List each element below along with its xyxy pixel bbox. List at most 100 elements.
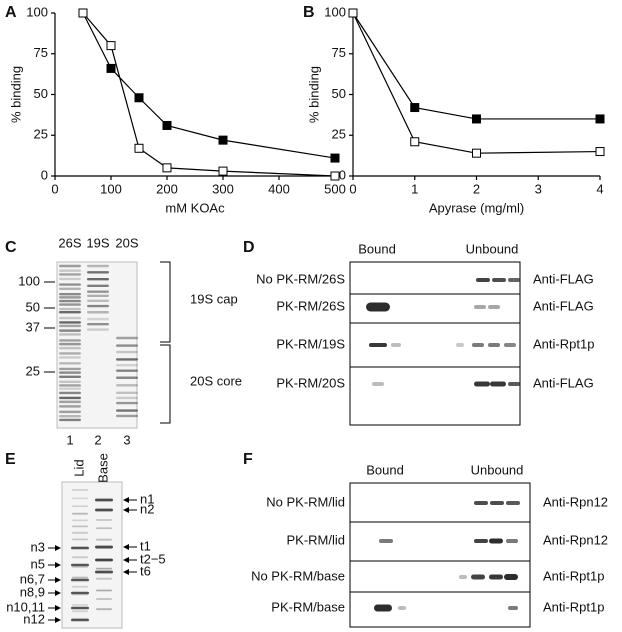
band-label: n12 — [23, 611, 45, 626]
x-tick-label: 0 — [51, 181, 58, 196]
gel-band — [87, 271, 109, 274]
blot-band — [366, 302, 390, 312]
band-label: n2 — [140, 501, 154, 516]
panel-letter: F — [243, 451, 253, 468]
blot-band — [472, 343, 484, 347]
x-tick-label: 300 — [212, 181, 234, 196]
gel-band — [116, 414, 138, 418]
row-label: PK-RM/19S — [276, 336, 345, 351]
blot-band — [489, 574, 503, 580]
data-point — [162, 120, 172, 130]
data-point — [595, 147, 605, 157]
gel-band — [59, 405, 81, 408]
gel-band — [59, 277, 81, 281]
antibody-label: Anti-FLAG — [533, 298, 594, 313]
gel-band — [116, 369, 138, 372]
lane-label: 20S — [115, 235, 138, 250]
column-header: Bound — [366, 462, 404, 477]
blot-band — [398, 606, 406, 610]
gel-band — [59, 299, 81, 303]
antibody-label: Anti-Rpt1p — [543, 568, 604, 583]
gel-band — [59, 273, 81, 276]
antibody-label: Anti-Rpn12 — [543, 494, 608, 509]
gel-band — [59, 352, 81, 355]
gel-band — [96, 577, 112, 580]
antibody-label: Anti-FLAG — [533, 271, 594, 286]
blot-band — [379, 539, 393, 543]
gel-band — [59, 410, 81, 414]
lane-label: Base — [95, 453, 110, 483]
row-label: PK-RM/20S — [276, 375, 345, 390]
gel-band — [59, 418, 81, 422]
gel — [56, 261, 138, 429]
gel-band — [59, 380, 81, 383]
blot-band — [474, 501, 488, 505]
gel-band — [59, 269, 81, 272]
gel-band — [59, 387, 81, 390]
gel-band — [96, 608, 112, 611]
gel-band — [95, 570, 113, 574]
gel-band — [59, 292, 81, 296]
blot-band — [504, 343, 516, 347]
lane-label: 19S — [86, 235, 109, 250]
series-line — [82, 12, 336, 177]
x-axis-label: mM KOAc — [165, 200, 225, 215]
panel-letter: B — [303, 4, 315, 21]
data-point — [218, 166, 228, 176]
blot-band — [492, 278, 506, 282]
gel-band — [59, 333, 81, 336]
bracket — [160, 344, 171, 424]
gel-band — [72, 519, 88, 522]
x-tick-label: 400 — [268, 181, 290, 196]
x-tick-label: 0 — [349, 181, 356, 196]
gel-band — [116, 363, 138, 367]
gel-band — [72, 556, 88, 559]
antibody-label: Anti-Rpt1p — [533, 336, 594, 351]
gel — [61, 481, 123, 629]
gel-band — [116, 409, 138, 412]
y-tick-label: 50 — [332, 86, 346, 101]
band-label: n6,7 — [20, 571, 45, 586]
blot-band — [369, 343, 387, 347]
gel-band — [59, 296, 81, 299]
blot-band — [488, 305, 500, 309]
band-label: n8,9 — [20, 584, 45, 599]
lane-label: Lid — [71, 459, 86, 476]
gel-band — [59, 264, 81, 268]
blot-band — [372, 382, 384, 386]
series-line — [352, 12, 601, 154]
y-tick-label: 50 — [34, 86, 48, 101]
gel-band — [96, 519, 112, 521]
gel-band — [59, 391, 81, 395]
lane-label: 26S — [58, 235, 81, 250]
gel-band — [87, 290, 109, 293]
data-point — [330, 153, 340, 163]
gel-band — [72, 489, 88, 491]
x-axis-label: Apyrase (mg/ml) — [429, 200, 524, 215]
band-label: n3 — [31, 539, 45, 554]
data-point — [472, 114, 481, 124]
blot-band — [474, 539, 488, 543]
blot-band — [474, 305, 486, 309]
gel-band — [116, 336, 138, 340]
gel-band — [96, 598, 112, 600]
gel-band — [116, 384, 138, 387]
antibody-label: Anti-Rpt1p — [543, 599, 604, 614]
blot-band — [456, 343, 464, 347]
y-tick-label: 25 — [34, 127, 48, 142]
bracket-label: 20S core — [190, 373, 242, 388]
gel-band — [59, 371, 81, 374]
band-label: t6 — [140, 563, 151, 578]
row-label: PK-RM/base — [271, 599, 345, 614]
data-point — [78, 8, 88, 18]
column-header: Unbound — [466, 241, 519, 256]
blot-band — [508, 382, 520, 386]
data-point — [330, 171, 340, 181]
blot-band — [459, 575, 467, 579]
gel-band — [87, 328, 109, 331]
y-tick-label: 100 — [324, 4, 346, 19]
antibody-label: Anti-Rpn12 — [543, 532, 608, 547]
blot-band — [488, 343, 500, 347]
gel-band — [72, 531, 88, 534]
gel-band — [87, 311, 109, 314]
